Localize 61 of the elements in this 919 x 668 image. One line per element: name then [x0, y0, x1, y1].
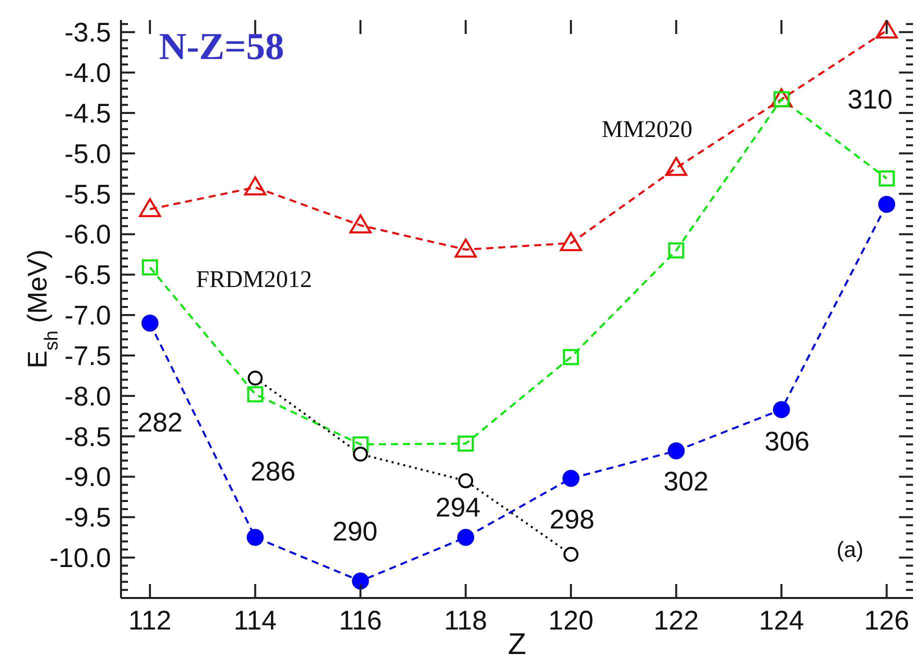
point	[878, 170, 895, 186]
point	[668, 442, 685, 460]
annotation: 286	[250, 456, 296, 486]
y-tick-label: -9.5	[64, 502, 111, 533]
y-tick-label: -4.5	[64, 98, 111, 128]
point	[138, 198, 161, 218]
y-tick-label: -9.0	[64, 462, 111, 492]
point	[876, 20, 898, 39]
y-tick-label: -5.5	[64, 179, 111, 210]
annotation: 294	[435, 492, 481, 522]
point	[248, 370, 263, 386]
point	[458, 436, 474, 452]
annotation: 310	[847, 84, 893, 114]
x-tick-label: 118	[444, 606, 488, 636]
point	[562, 470, 580, 487]
x-axis-title: Z	[508, 628, 526, 661]
y-tick-label: -4.0	[64, 58, 111, 88]
annotation: 306	[764, 426, 810, 456]
x-tick-label: 114	[234, 606, 277, 636]
point	[244, 176, 266, 196]
annotation: (a)	[836, 537, 864, 562]
y-tick-label: -8.0	[64, 381, 111, 412]
y-tick-label: -6.5	[64, 260, 111, 290]
point	[352, 446, 368, 462]
annotation: 282	[137, 408, 183, 438]
point	[454, 238, 477, 258]
point	[246, 528, 264, 546]
annotation: 290	[332, 516, 378, 546]
point	[562, 349, 579, 366]
point	[457, 528, 474, 546]
point	[878, 196, 896, 213]
y-tick-label: -6.0	[64, 220, 111, 250]
annotation: 298	[549, 504, 595, 534]
x-tick-label: 112	[128, 606, 172, 636]
y-tick-label: -5.0	[64, 138, 111, 169]
x-tick-label: 122	[654, 606, 699, 636]
x-tick-label: 124	[758, 606, 804, 636]
point	[352, 572, 369, 590]
point	[352, 436, 368, 452]
chart-title: N-Z=58	[159, 26, 284, 68]
point	[142, 259, 158, 276]
y-tick-label: -8.5	[64, 422, 111, 452]
y-tick-label: -3.5	[64, 18, 111, 48]
y-tick-label: -10.0	[49, 543, 111, 574]
point	[665, 156, 688, 176]
point	[247, 386, 264, 402]
point	[560, 232, 582, 252]
x-tick-label: 126	[864, 606, 910, 636]
point	[668, 242, 684, 258]
series-label: FRDM2012	[196, 267, 312, 293]
x-tick-label: 116	[338, 606, 382, 636]
y-tick-label: -7.0	[64, 300, 111, 331]
point	[349, 214, 372, 234]
point	[772, 401, 790, 418]
annotation: 302	[663, 466, 709, 496]
point	[141, 314, 158, 332]
point	[563, 546, 578, 562]
y-tick-label: -7.5	[64, 340, 111, 371]
x-tick-label: 120	[548, 606, 594, 636]
series-label: MM2020	[602, 117, 692, 143]
point	[458, 473, 474, 488]
